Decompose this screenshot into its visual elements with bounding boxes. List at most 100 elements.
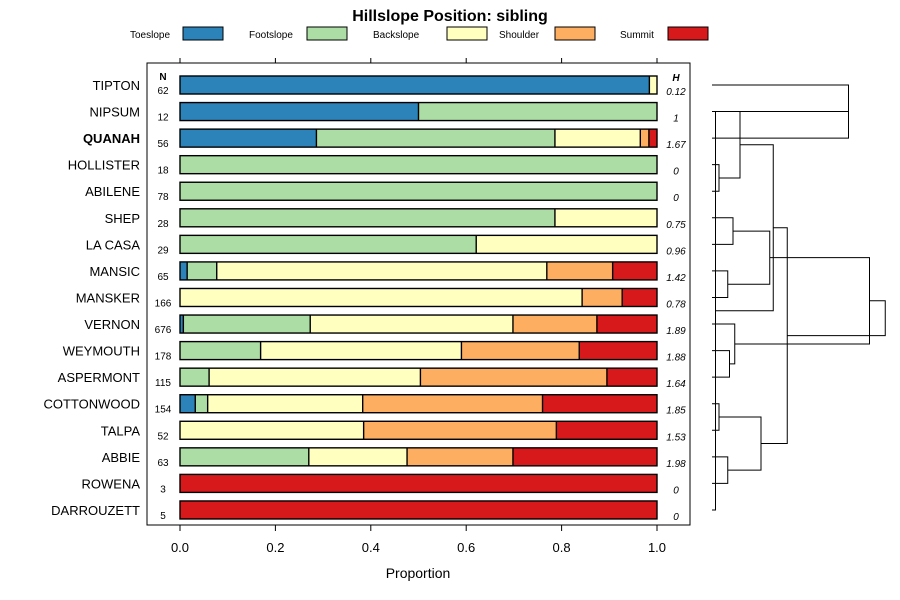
row-n: 154 bbox=[155, 405, 172, 416]
legend-swatch-shoulder bbox=[554, 26, 596, 41]
bar-segment-toeslope bbox=[180, 261, 188, 280]
row-la-casa: LA CASA 29 0.96 bbox=[86, 234, 686, 257]
bar-segment-footslope bbox=[183, 315, 311, 334]
bar-rows: TIPTON 62 0.12 NIPSUM 12 1 QUANAH 56 1.67 HOLLIST… bbox=[43, 75, 686, 523]
bar-segment-backslope bbox=[554, 129, 641, 148]
row-n: 12 bbox=[157, 113, 169, 124]
bar-segment-footslope bbox=[418, 102, 657, 121]
row-h: 1.64 bbox=[666, 379, 686, 390]
row-n: 63 bbox=[157, 458, 169, 469]
bar-segment-footslope bbox=[180, 182, 657, 201]
bar-segment-summit bbox=[596, 315, 657, 334]
bar-segment-backslope bbox=[180, 421, 364, 440]
row-label: VERNON bbox=[84, 317, 140, 332]
bar-segment-toeslope bbox=[180, 315, 184, 334]
bar-segment-backslope bbox=[260, 341, 462, 360]
row-h: 0.96 bbox=[666, 246, 686, 257]
row-label: NIPSUM bbox=[89, 105, 140, 120]
row-label: ROWENA bbox=[82, 476, 141, 491]
row-vernon: VERNON 676 1.89 bbox=[84, 314, 686, 337]
dendrogram-link-9 bbox=[727, 230, 771, 285]
row-n: 52 bbox=[157, 431, 169, 442]
x-tick-label: 0.4 bbox=[362, 540, 380, 555]
row-talpa: TALPA 52 1.53 bbox=[101, 420, 686, 443]
bar-segment-footslope bbox=[180, 155, 657, 174]
row-n: 166 bbox=[155, 298, 172, 309]
row-label: LA CASA bbox=[86, 237, 141, 252]
row-nipsum: NIPSUM 12 1 bbox=[89, 101, 679, 125]
bar-segment-shoulder bbox=[420, 368, 607, 387]
legend: Toeslope Footslope Backslope Shoulder Summit bbox=[130, 26, 709, 41]
row-n: 29 bbox=[157, 245, 169, 256]
dendrogram-link-8 bbox=[712, 111, 741, 179]
bar-segment-backslope bbox=[554, 208, 657, 227]
row-h: 1.53 bbox=[666, 432, 686, 443]
row-label: DARROUZETT bbox=[51, 503, 140, 518]
bar-outline bbox=[179, 447, 658, 467]
row-n: 78 bbox=[157, 192, 169, 203]
bar-segment-summit bbox=[648, 129, 657, 148]
bar-segment-summit bbox=[542, 394, 657, 413]
row-h: 0 bbox=[673, 485, 679, 496]
bar-outline bbox=[179, 314, 658, 334]
row-h: 1.67 bbox=[666, 140, 686, 151]
row-n: 5 bbox=[160, 511, 166, 522]
bar-outline bbox=[179, 234, 658, 255]
row-quanah: QUANAH 56 1.67 bbox=[83, 128, 686, 151]
legend-label-shoulder: Shoulder bbox=[499, 30, 540, 41]
row-cottonwood: COTTONWOOD 154 1.85 bbox=[43, 394, 686, 417]
row-label: TALPA bbox=[101, 423, 141, 438]
row-label: HOLLISTER bbox=[68, 158, 140, 173]
bar-outline bbox=[179, 394, 658, 414]
bar-segment-shoulder bbox=[461, 341, 580, 360]
row-label: COTTONWOOD bbox=[43, 397, 140, 412]
bar-segment-footslope bbox=[187, 261, 217, 280]
bar-segment-summit bbox=[579, 341, 657, 360]
row-label: WEYMOUTH bbox=[63, 344, 140, 359]
bar-outline bbox=[179, 420, 658, 440]
x-axis-label: Proportion bbox=[386, 565, 451, 581]
x-tick-label: 1.0 bbox=[648, 540, 666, 555]
legend-label-footslope: Footslope bbox=[249, 30, 293, 41]
bar-segment-footslope bbox=[195, 394, 208, 413]
row-mansker: MANSKER 166 0.78 bbox=[76, 287, 686, 310]
bar-outline bbox=[179, 473, 658, 494]
row-n: 115 bbox=[155, 378, 171, 389]
row-abilene: ABILENE 78 0 bbox=[85, 181, 679, 204]
legend-swatch-footslope bbox=[306, 26, 348, 41]
legend-swatch-summit bbox=[667, 26, 709, 41]
dendrogram-link-6 bbox=[712, 456, 729, 484]
row-darrouzett: DARROUZETT 5 0 bbox=[51, 500, 679, 523]
chart-title: Hillslope Position: sibling bbox=[352, 8, 548, 25]
row-shep: SHEP 28 0.75 bbox=[105, 208, 686, 231]
bar-outline bbox=[179, 75, 658, 95]
bar-segment-backslope bbox=[216, 261, 547, 280]
row-n: 28 bbox=[157, 219, 169, 230]
bar-segment-shoulder bbox=[407, 447, 513, 466]
row-h: 0.78 bbox=[666, 299, 686, 310]
bar-segment-backslope bbox=[476, 235, 657, 254]
row-h: 1.85 bbox=[666, 406, 686, 417]
row-n: 18 bbox=[157, 166, 169, 177]
row-h: 1.42 bbox=[666, 273, 686, 284]
x-tick-label: 0.0 bbox=[171, 540, 189, 555]
bar-segment-toeslope bbox=[180, 102, 419, 121]
bar-segment-summit bbox=[180, 474, 657, 493]
bar-segment-footslope bbox=[180, 208, 555, 227]
bar-segment-summit bbox=[180, 500, 657, 519]
bar-segment-shoulder bbox=[512, 315, 597, 334]
dendrogram bbox=[712, 84, 886, 511]
legend-label-summit: Summit bbox=[620, 30, 654, 41]
dendrogram-link-12 bbox=[715, 144, 774, 312]
bar-outline bbox=[179, 261, 658, 281]
row-h: 0.12 bbox=[666, 87, 686, 98]
bar-outline bbox=[179, 287, 658, 308]
row-rowena: ROWENA 3 0 bbox=[82, 473, 679, 496]
bar-segment-summit bbox=[606, 368, 657, 387]
bar-outline bbox=[179, 367, 658, 387]
row-label: ASPERMONT bbox=[58, 370, 140, 385]
bar-segment-footslope bbox=[180, 447, 309, 466]
dendrogram-link-14 bbox=[761, 227, 788, 445]
dendrogram-link-3 bbox=[712, 270, 729, 298]
